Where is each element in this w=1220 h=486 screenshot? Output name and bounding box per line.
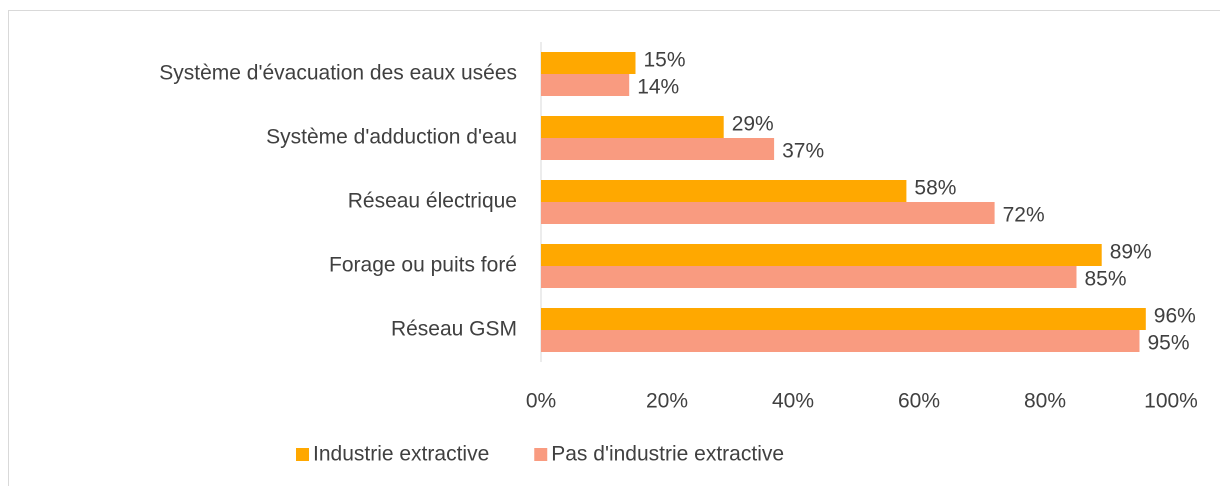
y-tick-label: Système d'adduction d'eau bbox=[266, 126, 517, 149]
value-label: 85% bbox=[1085, 268, 1127, 291]
x-tick-label: 60% bbox=[898, 390, 940, 413]
bar bbox=[541, 244, 1102, 266]
y-tick-label: Réseau électrique bbox=[348, 190, 517, 213]
legend-swatch bbox=[296, 448, 309, 461]
x-tick-label: 100% bbox=[1144, 390, 1198, 413]
value-label: 37% bbox=[782, 140, 824, 163]
bar bbox=[541, 330, 1140, 352]
value-label: 58% bbox=[914, 177, 956, 200]
bar bbox=[541, 180, 907, 202]
bar bbox=[541, 308, 1146, 330]
bar bbox=[541, 266, 1077, 288]
bar bbox=[541, 116, 724, 138]
value-label: 96% bbox=[1154, 305, 1196, 328]
x-tick-label: 0% bbox=[526, 390, 556, 413]
value-label: 29% bbox=[732, 113, 774, 136]
value-label: 89% bbox=[1110, 241, 1152, 264]
bar bbox=[541, 202, 995, 224]
x-tick-label: 20% bbox=[646, 390, 688, 413]
value-label: 14% bbox=[637, 76, 679, 99]
x-tick-label: 40% bbox=[772, 390, 814, 413]
bar bbox=[541, 138, 775, 160]
bar bbox=[541, 74, 630, 96]
legend-label: Industrie extractive bbox=[313, 443, 489, 466]
legend-swatch bbox=[534, 448, 548, 461]
y-tick-label: Système d'évacuation des eaux usées bbox=[159, 62, 517, 85]
x-tick-label: 80% bbox=[1024, 390, 1066, 413]
bar bbox=[541, 52, 636, 74]
chart-frame bbox=[8, 10, 1220, 486]
value-label: 95% bbox=[1148, 332, 1190, 355]
value-label: 72% bbox=[1003, 204, 1045, 227]
y-tick-label: Forage ou puits foré bbox=[329, 254, 517, 277]
legend-label: Pas d'industrie extractive bbox=[551, 443, 784, 466]
y-tick-label: Réseau GSM bbox=[391, 318, 517, 341]
value-label: 15% bbox=[644, 49, 686, 72]
